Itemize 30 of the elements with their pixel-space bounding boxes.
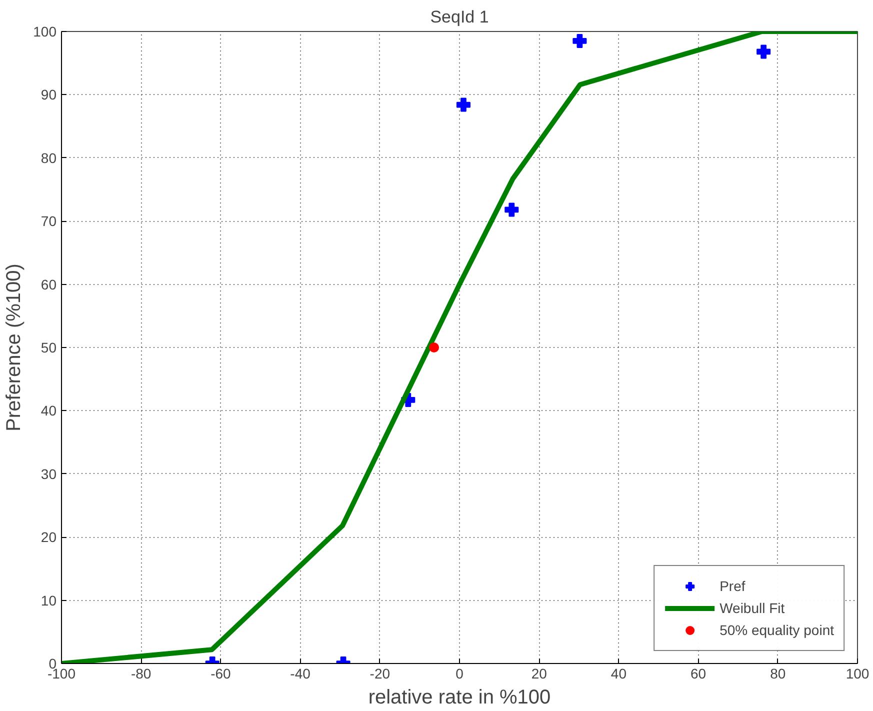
x-tick-label: 80: [770, 666, 786, 682]
y-tick-label: 10: [40, 592, 57, 608]
x-tick-label: 40: [610, 666, 627, 682]
legend-label: Weibull Fit: [720, 600, 785, 616]
y-tick-label: 80: [40, 150, 57, 166]
x-tick-label: 20: [531, 666, 548, 682]
x-tick-label: -40: [290, 666, 311, 682]
y-tick-label: 70: [40, 213, 57, 230]
x-tick-label: -60: [210, 666, 232, 682]
x-tick-label: 0: [456, 666, 464, 682]
point: [456, 98, 470, 112]
x-tick-label: 100: [846, 666, 870, 682]
y-tick-label: 60: [40, 276, 57, 292]
y-axis-title: Preference (%100): [3, 264, 26, 432]
x-axis-title: relative rate in %100: [368, 686, 551, 708]
point: [572, 34, 587, 48]
y-tick-label: 100: [33, 24, 57, 40]
chart-title: SeqId 1: [430, 8, 489, 26]
x-tick-label: -80: [130, 666, 152, 682]
point: [756, 44, 771, 59]
y-tick-label: 20: [40, 529, 57, 546]
x-tick-label: -20: [370, 666, 390, 682]
legend-label: Pref: [720, 578, 746, 594]
y-tick-label: 30: [40, 466, 57, 482]
y-tick-label: 90: [40, 86, 57, 103]
legend-label: 50% equality point: [720, 622, 834, 638]
y-tick-label: 50: [40, 340, 57, 356]
y-tick-label: 40: [40, 402, 57, 419]
x-tick-label: 60: [690, 666, 706, 682]
point: [504, 202, 519, 217]
